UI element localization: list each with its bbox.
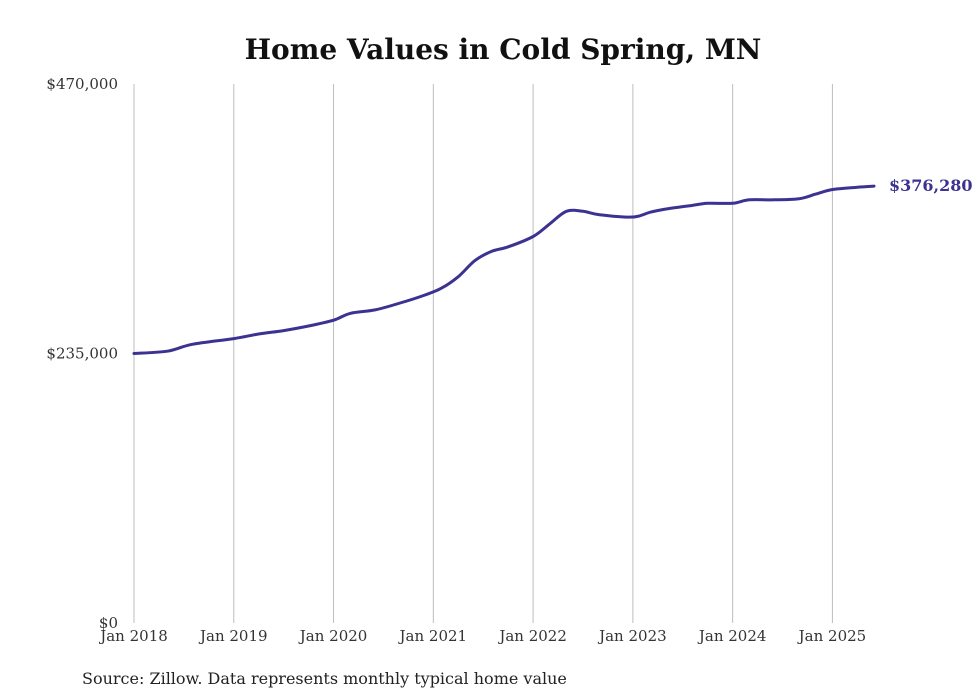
chart-title: Home Values in Cold Spring, MN xyxy=(245,33,762,66)
x-tick-label: Jan 2020 xyxy=(298,627,368,645)
y-axis-ticks: $0 $235,000 $470,000 xyxy=(46,75,118,632)
x-tick-label: Jan 2022 xyxy=(497,627,567,645)
x-tick-label: Jan 2018 xyxy=(98,627,168,645)
y-tick-label: $0 xyxy=(99,614,118,632)
end-value-label: $376,280 xyxy=(889,176,973,195)
y-tick-label: $470,000 xyxy=(46,75,118,93)
x-axis-ticks: Jan 2018 Jan 2019 Jan 2020 Jan 2021 Jan 2022… xyxy=(98,627,866,645)
x-tick-label: Jan 2024 xyxy=(697,627,767,645)
x-tick-label: Jan 2023 xyxy=(597,627,667,645)
x-tick-label: Jan 2025 xyxy=(797,627,867,645)
grid-lines xyxy=(133,84,833,623)
source-note: Source: Zillow. Data represents monthly … xyxy=(82,669,567,688)
x-tick-label: Jan 2021 xyxy=(398,627,468,645)
y-tick-label: $235,000 xyxy=(46,345,118,363)
series-line xyxy=(132,184,876,355)
x-tick-label: Jan 2019 xyxy=(198,627,268,645)
